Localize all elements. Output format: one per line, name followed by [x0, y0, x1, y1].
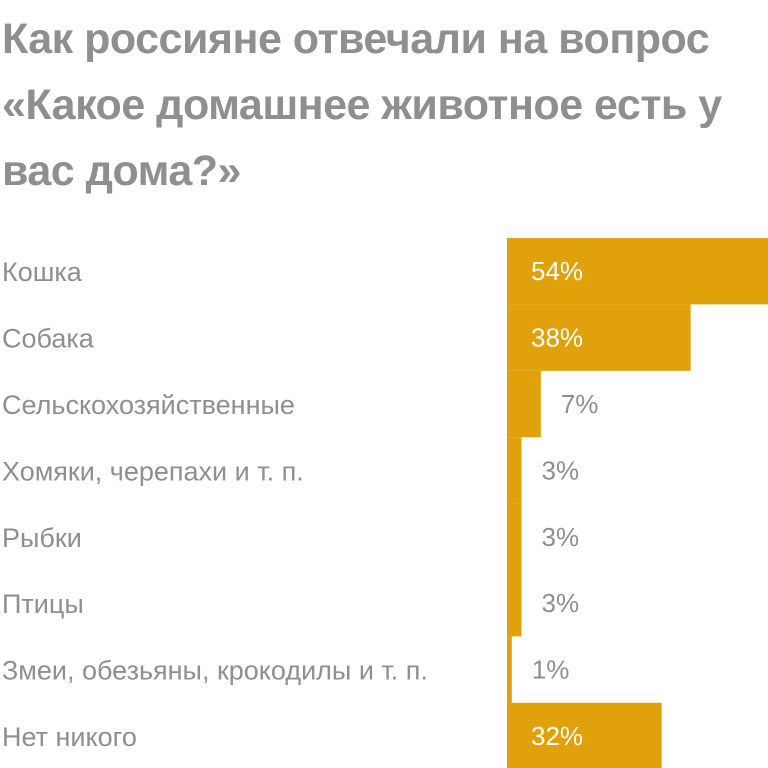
bar-5	[507, 570, 522, 637]
value-label-0: 54%	[531, 256, 583, 286]
bar-2	[507, 370, 541, 438]
category-label-7: Нет никого	[2, 722, 137, 752]
category-label-1: Собака	[2, 324, 95, 354]
category-label-6: Змеи, обезьяны, крокодилы и т. п.	[2, 656, 428, 686]
labels-layer: Кошка 54% Собака 38% Сельскохозяйственные 7% Х…	[2, 256, 598, 752]
bar-7	[507, 702, 662, 768]
value-label-5: 3%	[542, 588, 580, 618]
value-label-7: 32%	[531, 721, 583, 751]
bars-layer	[507, 238, 768, 768]
value-label-1: 38%	[531, 323, 583, 353]
bar-0	[507, 238, 768, 305]
value-label-4: 3%	[542, 522, 580, 552]
bar-6	[507, 636, 512, 703]
bar-3	[507, 437, 522, 504]
category-label-4: Рыбки	[2, 523, 82, 553]
chart-title: Как россияне отвечали на вопрос «Какое д…	[2, 15, 722, 195]
value-label-6: 1%	[532, 655, 570, 685]
value-label-2: 7%	[561, 389, 599, 419]
category-label-5: Птицы	[2, 589, 84, 619]
category-label-2: Сельскохозяйственные	[2, 390, 295, 420]
bar-4	[507, 503, 522, 570]
bar-1	[507, 304, 691, 371]
category-label-3: Хомяки, черепахи и т. п.	[2, 456, 304, 486]
value-label-3: 3%	[542, 455, 580, 485]
category-label-0: Кошка	[2, 257, 83, 287]
